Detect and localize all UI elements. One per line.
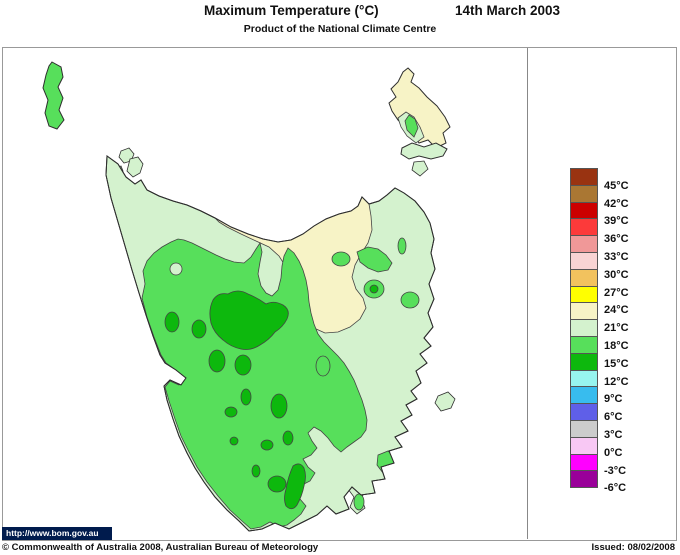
legend-swatch bbox=[570, 218, 598, 237]
dark-blob-3 bbox=[208, 349, 226, 373]
legend-swatch bbox=[570, 419, 598, 438]
hunter-island-2 bbox=[126, 156, 144, 178]
map-frame bbox=[2, 47, 677, 541]
legend-label: 9°C bbox=[604, 393, 623, 406]
legend-swatch bbox=[570, 436, 598, 455]
legend-label: 39°C bbox=[604, 215, 629, 228]
mid-hole bbox=[169, 262, 183, 276]
legend-label: 12°C bbox=[604, 375, 629, 388]
legend-label: 18°C bbox=[604, 340, 629, 352]
legend-label: 0°C bbox=[604, 446, 623, 459]
legend-label: 3°C bbox=[604, 429, 623, 441]
ne-green-blob-6 bbox=[315, 355, 331, 377]
legend-label: 30°C bbox=[604, 268, 629, 281]
legend-label: 21°C bbox=[604, 322, 629, 335]
legend-label: -3°C bbox=[604, 464, 627, 477]
legend-swatch bbox=[570, 268, 598, 287]
dark-blob-1 bbox=[191, 319, 207, 339]
legend-swatch bbox=[570, 184, 598, 203]
legend-label: 27°C bbox=[604, 286, 629, 299]
legend-label: 15°C bbox=[604, 357, 629, 370]
dark-blob-9 bbox=[260, 439, 274, 451]
legend-label: 33°C bbox=[604, 251, 629, 263]
king-island bbox=[42, 61, 65, 130]
dark-blob-10 bbox=[282, 430, 294, 446]
legend-swatch bbox=[570, 235, 598, 253]
ne-green-blob-4 bbox=[400, 291, 420, 309]
legend-swatch bbox=[570, 369, 598, 388]
legend-swatch bbox=[570, 201, 598, 220]
legend-label: 42°C bbox=[604, 197, 629, 210]
legend-label: -6°C bbox=[604, 482, 627, 495]
dark-blob-6 bbox=[270, 393, 288, 419]
legend-swatch bbox=[570, 285, 598, 304]
flinders-island bbox=[388, 67, 451, 149]
clarke-island bbox=[411, 160, 429, 177]
issued-date: Issued: 08/02/2008 bbox=[591, 542, 675, 553]
legend-swatch bbox=[570, 470, 598, 489]
maria-island bbox=[434, 391, 456, 412]
url-bar: http://www.bom.gov.au bbox=[2, 527, 112, 540]
legend-label: 24°C bbox=[604, 304, 629, 317]
legend-swatch bbox=[570, 352, 598, 371]
tasmania-temperature-map bbox=[42, 61, 456, 532]
legend-swatch bbox=[570, 335, 598, 354]
legend-label: 36°C bbox=[604, 233, 629, 246]
dark-blob-8 bbox=[229, 436, 239, 446]
dark-blob-7 bbox=[224, 406, 238, 418]
legend-label: 45°C bbox=[604, 179, 629, 192]
dark-elongated-blob bbox=[284, 463, 306, 510]
ne-dark-core bbox=[369, 284, 379, 294]
dark-blob-11 bbox=[267, 475, 287, 493]
copyright-text: © Commonwealth of Australia 2008, Austra… bbox=[2, 542, 319, 553]
legend-swatch bbox=[570, 302, 598, 321]
dark-blob-2 bbox=[164, 311, 180, 333]
legend-label: 6°C bbox=[604, 411, 623, 424]
page-date: 14th March 2003 bbox=[455, 3, 561, 18]
legend-swatch bbox=[570, 386, 598, 405]
flinders-green-blob bbox=[404, 114, 419, 138]
legend-swatches bbox=[570, 168, 598, 489]
bruny-green-blob bbox=[353, 493, 365, 511]
cape-barren-island bbox=[400, 142, 448, 160]
ne-green-blob-2 bbox=[356, 246, 393, 273]
legend-swatch bbox=[570, 251, 598, 270]
legend-swatch bbox=[570, 319, 598, 337]
dark-blob-5 bbox=[240, 388, 252, 406]
dark-blob-4 bbox=[234, 354, 252, 376]
ne-green-blob-1 bbox=[331, 251, 351, 267]
legend-swatch bbox=[570, 453, 598, 472]
dark-central-region bbox=[209, 290, 289, 350]
legend-swatch bbox=[570, 403, 598, 421]
legend-panel-divider bbox=[527, 48, 528, 539]
dark-blob-12 bbox=[251, 464, 261, 478]
ne-green-blob-5 bbox=[397, 237, 407, 255]
main-island-outline bbox=[105, 155, 436, 532]
page-subtitle: Product of the National Climate Centre bbox=[243, 23, 437, 35]
mid-green-region bbox=[141, 238, 368, 530]
legend-swatch bbox=[570, 168, 598, 186]
page-title: Maximum Temperature (°C) bbox=[204, 3, 379, 18]
